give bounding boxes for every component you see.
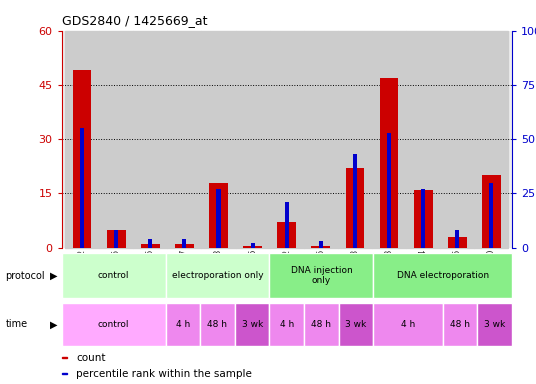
Bar (114, 230, 118, 248)
Text: 4 h: 4 h (401, 320, 415, 329)
Bar (182, 239, 187, 248)
Bar (440, 31, 474, 248)
Bar (319, 241, 323, 248)
Bar (270, 303, 304, 346)
Bar (107, 230, 125, 248)
Bar (99, 31, 133, 248)
Bar (443, 303, 477, 346)
Text: control: control (98, 271, 129, 280)
Bar (236, 31, 270, 248)
Text: 3 wk: 3 wk (484, 320, 505, 329)
Text: time: time (5, 319, 27, 329)
Text: 4 h: 4 h (280, 320, 294, 329)
Text: DNA injection
only: DNA injection only (291, 266, 352, 285)
Bar (311, 246, 330, 248)
Text: ▶: ▶ (50, 319, 57, 329)
Text: 3 wk: 3 wk (345, 320, 367, 329)
Text: protocol: protocol (5, 270, 45, 281)
Text: electroporation only: electroporation only (172, 271, 263, 280)
Bar (374, 253, 512, 298)
Text: 48 h: 48 h (450, 320, 470, 329)
Bar (414, 190, 433, 248)
Bar (167, 31, 202, 248)
Bar (455, 230, 459, 248)
Bar (482, 175, 501, 248)
Bar (202, 31, 236, 248)
Text: 48 h: 48 h (207, 320, 227, 329)
Bar (346, 168, 364, 248)
Text: ▶: ▶ (50, 270, 57, 281)
Text: 48 h: 48 h (311, 320, 331, 329)
Bar (175, 244, 194, 248)
Bar (243, 246, 262, 248)
Bar (65, 31, 99, 248)
Bar (474, 31, 509, 248)
Bar (339, 303, 374, 346)
Bar (374, 303, 443, 346)
Bar (379, 78, 398, 248)
Bar (80, 128, 84, 248)
Bar (338, 31, 372, 248)
Bar (270, 31, 304, 248)
Text: 4 h: 4 h (176, 320, 190, 329)
Bar (285, 202, 289, 248)
Bar (73, 71, 92, 248)
Bar (270, 253, 374, 298)
Bar (448, 237, 467, 248)
Bar (166, 253, 270, 298)
Bar (304, 303, 339, 346)
Bar (406, 31, 440, 248)
Bar (217, 189, 221, 248)
Text: GDS2840 / 1425669_at: GDS2840 / 1425669_at (62, 14, 207, 27)
Bar (235, 303, 270, 346)
Bar (251, 243, 255, 248)
Bar (304, 31, 338, 248)
Bar (200, 303, 235, 346)
Text: percentile rank within the sample: percentile rank within the sample (76, 369, 252, 379)
Bar (421, 189, 425, 248)
Text: DNA electroporation: DNA electroporation (397, 271, 489, 280)
Bar (62, 253, 166, 298)
Bar (62, 303, 166, 346)
Bar (387, 133, 391, 248)
Bar (353, 154, 357, 248)
Bar (166, 303, 200, 346)
Text: 3 wk: 3 wk (242, 320, 263, 329)
Bar (141, 244, 160, 248)
Bar (133, 31, 167, 248)
Bar (209, 183, 228, 248)
Bar (477, 303, 512, 346)
Text: control: control (98, 320, 129, 329)
Text: count: count (76, 353, 106, 363)
Bar (489, 183, 494, 248)
Bar (278, 222, 296, 248)
Bar (148, 239, 152, 248)
Bar (372, 31, 406, 248)
